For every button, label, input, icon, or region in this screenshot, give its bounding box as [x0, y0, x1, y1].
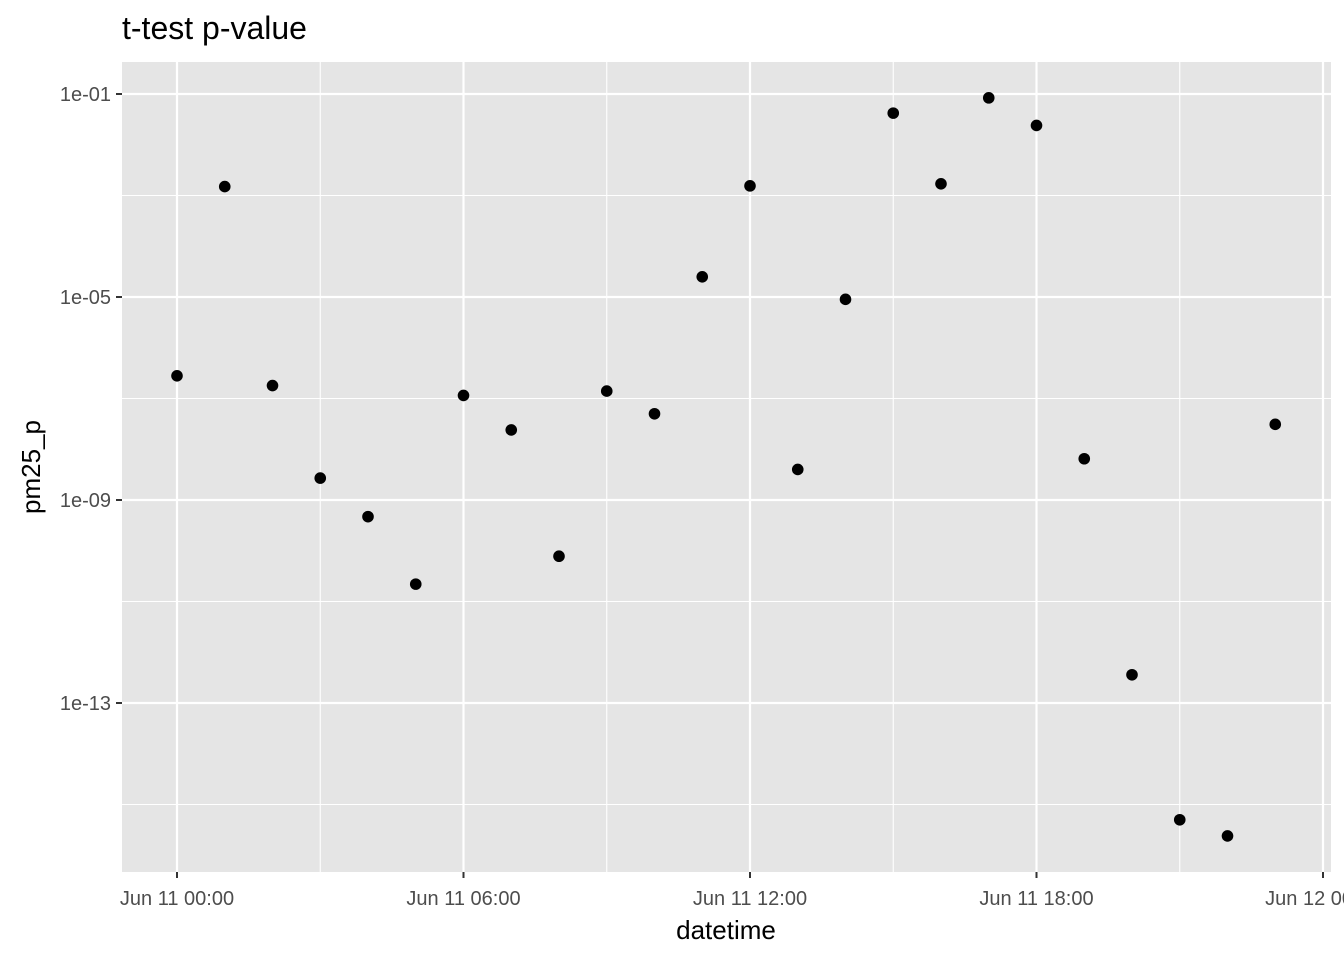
data-point: [982, 92, 995, 104]
x-tick-label: Jun 11 06:00: [406, 888, 520, 910]
major-gridlines: [122, 62, 1331, 872]
data-point: [696, 271, 709, 283]
data-point: [171, 370, 183, 382]
y-axis: 1e-13 1e-09 1e-05 1e-01: [60, 84, 122, 715]
data-point: [362, 510, 374, 523]
data-point: [648, 407, 661, 420]
data-point: [1173, 813, 1186, 826]
data-point: [457, 389, 470, 402]
data-point: [1221, 830, 1234, 842]
data-point: [791, 463, 804, 476]
y-tick-label: 1e-09: [60, 490, 111, 512]
x-tick-label: Jun 11 00:00: [120, 888, 234, 910]
data-point: [600, 385, 613, 397]
x-tick-label: Jun 11 12:00: [693, 888, 807, 910]
y-axis-title: pm25_p: [16, 420, 46, 514]
data-point: [1030, 119, 1043, 132]
data-point: [266, 379, 279, 392]
y-tick-label: 1e-13: [60, 693, 111, 715]
data-point: [553, 550, 565, 563]
y-tick-label: 1e-05: [60, 287, 111, 309]
data-point: [505, 424, 518, 436]
x-tick-label: Jun 11 18:00: [979, 888, 1093, 910]
data-point: [887, 107, 900, 119]
data-point: [1126, 668, 1138, 681]
minor-gridlines: [122, 62, 1331, 872]
data-point: [839, 293, 852, 306]
data-point: [218, 180, 231, 193]
plot-panel: [122, 62, 1331, 872]
data-point: [1078, 452, 1091, 465]
x-axis: Jun 11 00:00 Jun 11 06:00 Jun 11 12:00 Jun …: [120, 872, 1344, 910]
data-point: [744, 180, 756, 192]
y-tick-label: 1e-01: [60, 84, 111, 106]
data-point: [314, 472, 327, 484]
data-point: [1269, 418, 1282, 431]
x-tick-label: Jun 12 00:00: [1265, 888, 1344, 910]
x-axis-title: datetime: [676, 915, 776, 945]
data-points: [171, 92, 1282, 842]
data-point: [935, 178, 947, 190]
chart-title: t-test p-value: [122, 10, 307, 46]
data-point: [409, 578, 422, 590]
